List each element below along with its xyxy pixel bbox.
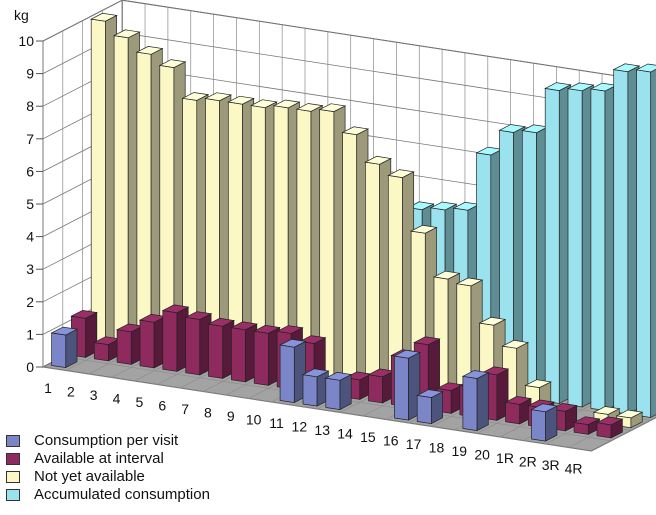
legend: Consumption per visit Available at interv… xyxy=(6,432,210,504)
bar xyxy=(544,82,572,405)
legend-label: Accumulated consumption xyxy=(34,486,210,503)
y-tick-label: 4 xyxy=(26,229,34,245)
bar xyxy=(364,155,392,390)
bar xyxy=(324,371,353,411)
bar xyxy=(278,338,307,404)
bar xyxy=(572,416,601,435)
x-tick-label: 8 xyxy=(204,405,212,421)
y-axis-label: kg xyxy=(14,7,29,23)
bar xyxy=(341,126,370,387)
x-tick-label: 10 xyxy=(246,412,262,428)
x-tick-label: 16 xyxy=(383,433,399,449)
x-tick-label: 13 xyxy=(314,422,330,438)
bar xyxy=(93,336,121,362)
y-tick-label: 10 xyxy=(18,33,34,49)
bar xyxy=(207,317,236,379)
bar xyxy=(595,416,624,439)
bar xyxy=(612,63,641,415)
x-tick-label: 17 xyxy=(406,436,422,452)
bar xyxy=(115,323,144,365)
y-tick-label: 8 xyxy=(26,98,34,114)
bar xyxy=(367,368,396,404)
x-tick-label: 20 xyxy=(474,447,490,463)
bar xyxy=(301,368,330,407)
legend-swatch xyxy=(6,489,20,501)
x-tick-label: 2R xyxy=(519,454,537,470)
x-tick-label: 12 xyxy=(292,419,308,435)
x-tick-label: 3 xyxy=(90,387,98,403)
x-tick-label: 14 xyxy=(337,426,353,442)
x-tick-label: 5 xyxy=(136,394,144,410)
bar xyxy=(138,313,167,369)
x-tick-label: 9 xyxy=(227,408,235,424)
y-tick-label: 5 xyxy=(26,196,34,212)
floor-line xyxy=(42,366,592,452)
y-tick-label: 0 xyxy=(26,359,34,375)
x-tick-label: 18 xyxy=(429,440,445,456)
x-tick-label: 6 xyxy=(158,398,166,414)
legend-item: Consumption per visit xyxy=(6,432,210,450)
x-tick-label: 19 xyxy=(452,443,468,459)
x-tick-labels: 1 2 3 4 5 6 7 8 9 10 11 12 13 14 15 16 17 18 19 20 1R 2R 3R 4R xyxy=(44,380,582,477)
x-tick-label: 4R xyxy=(565,461,583,477)
legend-label: Consumption per visit xyxy=(34,432,179,449)
bar xyxy=(112,29,141,352)
bar xyxy=(530,403,559,442)
x-tick-label: 7 xyxy=(181,401,189,417)
bar xyxy=(504,396,533,425)
y-tick-label: 9 xyxy=(26,66,34,82)
y-tick-label: 3 xyxy=(26,261,34,277)
bar xyxy=(184,311,213,376)
bar xyxy=(161,304,190,372)
legend-swatch xyxy=(6,471,20,483)
bar xyxy=(50,326,79,369)
bar xyxy=(135,46,164,355)
y-tick-label: 2 xyxy=(26,294,34,310)
y-tick-label: 1 xyxy=(26,326,34,342)
legend-item: Accumulated consumption xyxy=(6,486,210,504)
bar xyxy=(635,63,656,419)
x-tick-label: 2 xyxy=(67,384,75,400)
legend-swatch xyxy=(6,453,20,465)
legend-item: Available at interval xyxy=(6,450,210,468)
bar xyxy=(566,82,595,408)
bars xyxy=(50,12,656,442)
bar xyxy=(416,389,444,425)
x-tick-label: 1R xyxy=(496,450,514,466)
bar xyxy=(253,324,281,386)
legend-label: Not yet available xyxy=(34,468,145,485)
x-tick-label: 11 xyxy=(269,415,284,431)
x-tick-label: 1 xyxy=(44,380,52,396)
legend-label: Available at interval xyxy=(34,450,164,467)
legend-item: Not yet available xyxy=(6,468,210,486)
y-tick-label: 6 xyxy=(26,163,34,179)
y-tick-label: 7 xyxy=(26,131,34,147)
bar xyxy=(461,370,490,432)
y-tick-labels: 0 1 2 3 4 5 6 7 8 9 10 xyxy=(18,33,43,375)
bar xyxy=(230,321,258,383)
legend-swatch xyxy=(6,435,20,447)
bar xyxy=(589,82,618,412)
bar xyxy=(393,349,421,421)
x-tick-label: 4 xyxy=(113,391,121,407)
bar xyxy=(90,12,118,348)
x-tick-label: 3R xyxy=(542,457,560,473)
x-tick-label: 15 xyxy=(360,429,376,445)
